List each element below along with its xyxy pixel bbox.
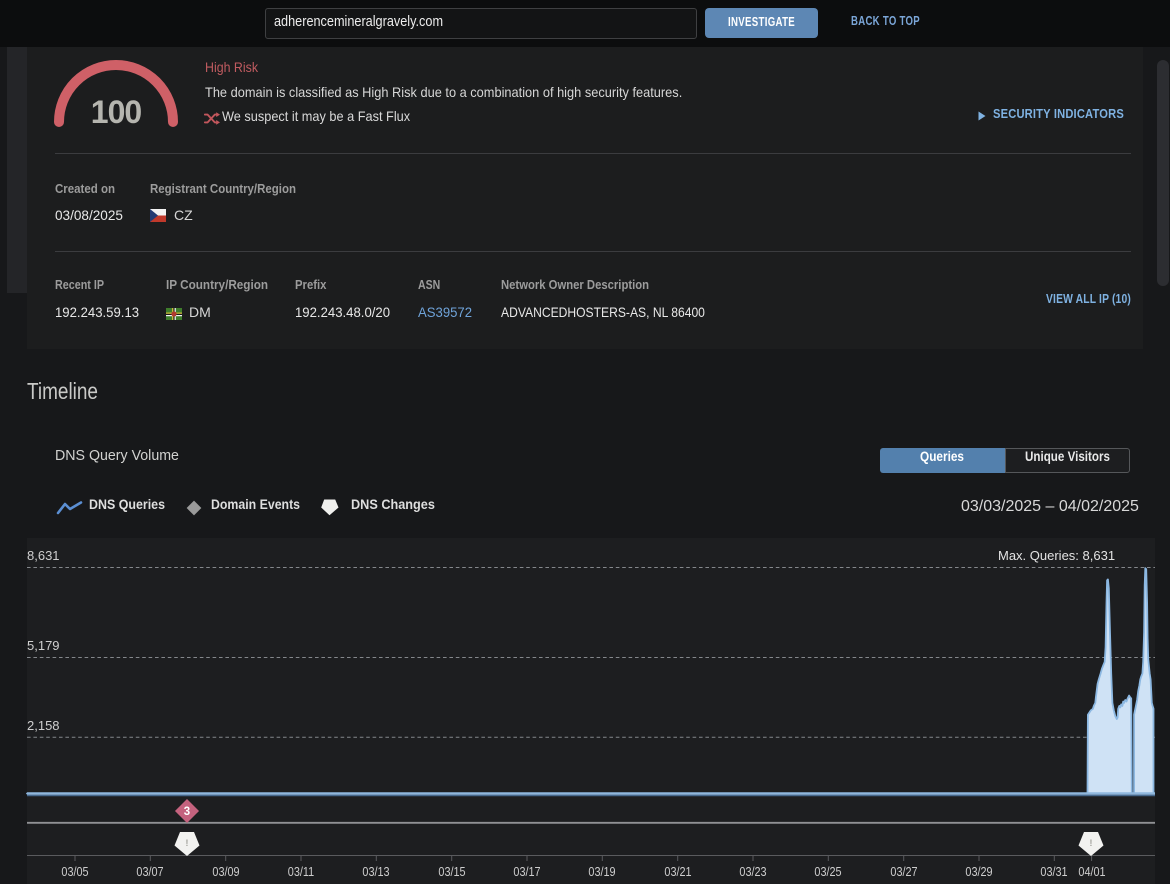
svg-text:!: ! bbox=[185, 838, 188, 849]
svg-text:!: ! bbox=[1089, 838, 1092, 849]
svg-text:3: 3 bbox=[184, 806, 190, 818]
